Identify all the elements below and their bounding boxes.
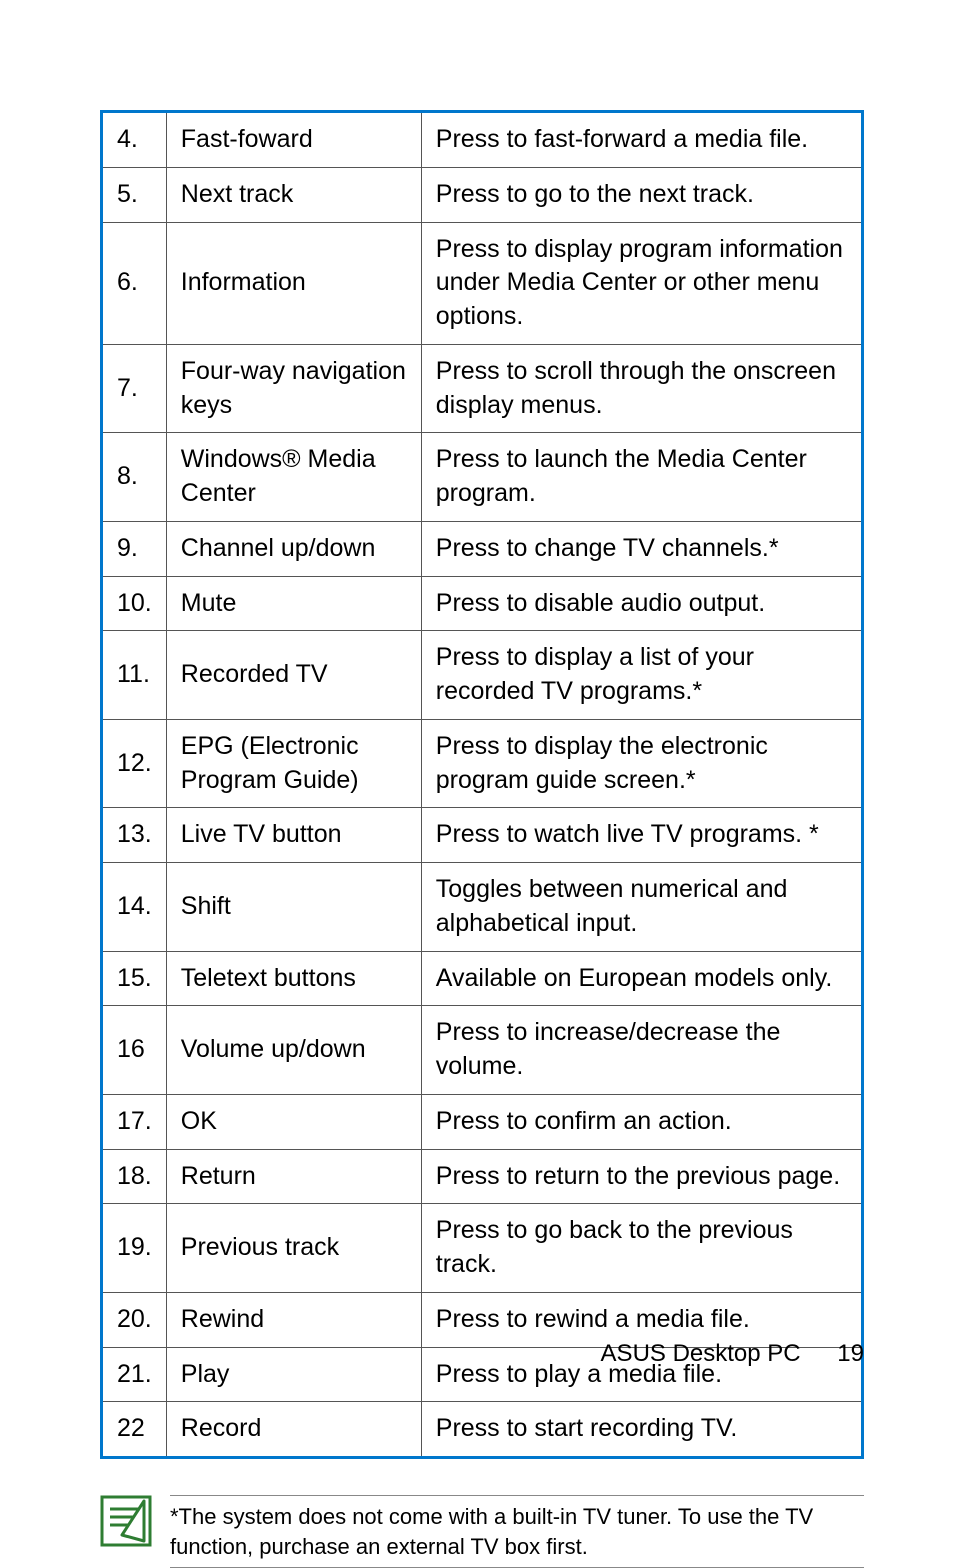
table-body: 4.Fast-fowardPress to fast-forward a med… <box>102 112 863 1458</box>
table-row: 22RecordPress to start recording TV. <box>102 1402 863 1458</box>
table-row: 6.InformationPress to display program in… <box>102 222 863 344</box>
row-description: Press to display a list of your recorded… <box>421 631 862 720</box>
row-number: 20. <box>102 1292 167 1347</box>
row-description: Press to confirm an action. <box>421 1094 862 1149</box>
row-name: Live TV button <box>166 808 421 863</box>
row-number: 22 <box>102 1402 167 1458</box>
row-number: 7. <box>102 344 167 433</box>
row-description: Press to change TV channels.* <box>421 521 862 576</box>
row-number: 16 <box>102 1006 167 1095</box>
row-name: Previous track <box>166 1204 421 1293</box>
row-name: Rewind <box>166 1292 421 1347</box>
table-row: 17.OKPress to confirm an action. <box>102 1094 863 1149</box>
row-number: 17. <box>102 1094 167 1149</box>
row-description: Press to go back to the previous track. <box>421 1204 862 1293</box>
row-number: 9. <box>102 521 167 576</box>
table-row: 15.Teletext buttonsAvailable on European… <box>102 951 863 1006</box>
row-name: Volume up/down <box>166 1006 421 1095</box>
row-description: Press to rewind a media file. <box>421 1292 862 1347</box>
row-number: 11. <box>102 631 167 720</box>
table-row: 13.Live TV buttonPress to watch live TV … <box>102 808 863 863</box>
table-row: 7.Four-way navigation keysPress to scrol… <box>102 344 863 433</box>
table-row: 16Volume up/downPress to increase/decrea… <box>102 1006 863 1095</box>
row-name: Play <box>166 1347 421 1402</box>
row-number: 13. <box>102 808 167 863</box>
row-description: Press to display program information und… <box>421 222 862 344</box>
remote-functions-table: 4.Fast-fowardPress to fast-forward a med… <box>100 110 864 1459</box>
row-number: 4. <box>102 112 167 168</box>
table-row: 5.Next trackPress to go to the next trac… <box>102 167 863 222</box>
row-description: Toggles between numerical and alphabetic… <box>421 863 862 952</box>
footnote-row: *The system does not come with a built-i… <box>100 1495 864 1568</box>
row-name: Return <box>166 1149 421 1204</box>
table-row: 14.ShiftToggles between numerical and al… <box>102 863 863 952</box>
row-name: Teletext buttons <box>166 951 421 1006</box>
row-description: Press to fast-forward a media file. <box>421 112 862 168</box>
row-description: Press to display the electronic program … <box>421 719 862 808</box>
row-number: 10. <box>102 576 167 631</box>
row-name: EPG (Electronic Program Guide) <box>166 719 421 808</box>
table-row: 10.MutePress to disable audio output. <box>102 576 863 631</box>
table-row: 4.Fast-fowardPress to fast-forward a med… <box>102 112 863 168</box>
footer-title: ASUS Desktop PC <box>601 1340 801 1367</box>
page-footer: ASUS Desktop PC 19 <box>601 1340 864 1368</box>
row-name: Windows® Media Center <box>166 433 421 522</box>
page: 4.Fast-fowardPress to fast-forward a med… <box>0 0 954 1438</box>
page-number: 19 <box>837 1340 864 1367</box>
row-name: Mute <box>166 576 421 631</box>
row-name: Fast-foward <box>166 112 421 168</box>
row-description: Press to launch the Media Center program… <box>421 433 862 522</box>
row-description: Press to increase/decrease the volume. <box>421 1006 862 1095</box>
row-description: Press to watch live TV programs. * <box>421 808 862 863</box>
row-description: Press to start recording TV. <box>421 1402 862 1458</box>
table-row: 18.ReturnPress to return to the previous… <box>102 1149 863 1204</box>
row-description: Press to disable audio output. <box>421 576 862 631</box>
row-number: 14. <box>102 863 167 952</box>
table-row: 19.Previous trackPress to go back to the… <box>102 1204 863 1293</box>
row-name: Record <box>166 1402 421 1458</box>
table-row: 11.Recorded TVPress to display a list of… <box>102 631 863 720</box>
row-name: Recorded TV <box>166 631 421 720</box>
row-number: 8. <box>102 433 167 522</box>
row-number: 15. <box>102 951 167 1006</box>
footnote-text: *The system does not come with a built-i… <box>170 1495 864 1568</box>
table-row: 9.Channel up/downPress to change TV chan… <box>102 521 863 576</box>
row-name: Information <box>166 222 421 344</box>
row-number: 21. <box>102 1347 167 1402</box>
row-name: OK <box>166 1094 421 1149</box>
row-description: Available on European models only. <box>421 951 862 1006</box>
table-row: 8.Windows® Media CenterPress to launch t… <box>102 433 863 522</box>
row-number: 19. <box>102 1204 167 1293</box>
row-name: Shift <box>166 863 421 952</box>
row-description: Press to scroll through the onscreen dis… <box>421 344 862 433</box>
table-row: 20.RewindPress to rewind a media file. <box>102 1292 863 1347</box>
row-name: Four-way navigation keys <box>166 344 421 433</box>
row-number: 12. <box>102 719 167 808</box>
row-number: 18. <box>102 1149 167 1204</box>
row-name: Next track <box>166 167 421 222</box>
note-icon <box>100 1495 152 1552</box>
row-name: Channel up/down <box>166 521 421 576</box>
row-description: Press to go to the next track. <box>421 167 862 222</box>
row-number: 6. <box>102 222 167 344</box>
row-description: Press to return to the previous page. <box>421 1149 862 1204</box>
row-number: 5. <box>102 167 167 222</box>
table-row: 12.EPG (Electronic Program Guide)Press t… <box>102 719 863 808</box>
